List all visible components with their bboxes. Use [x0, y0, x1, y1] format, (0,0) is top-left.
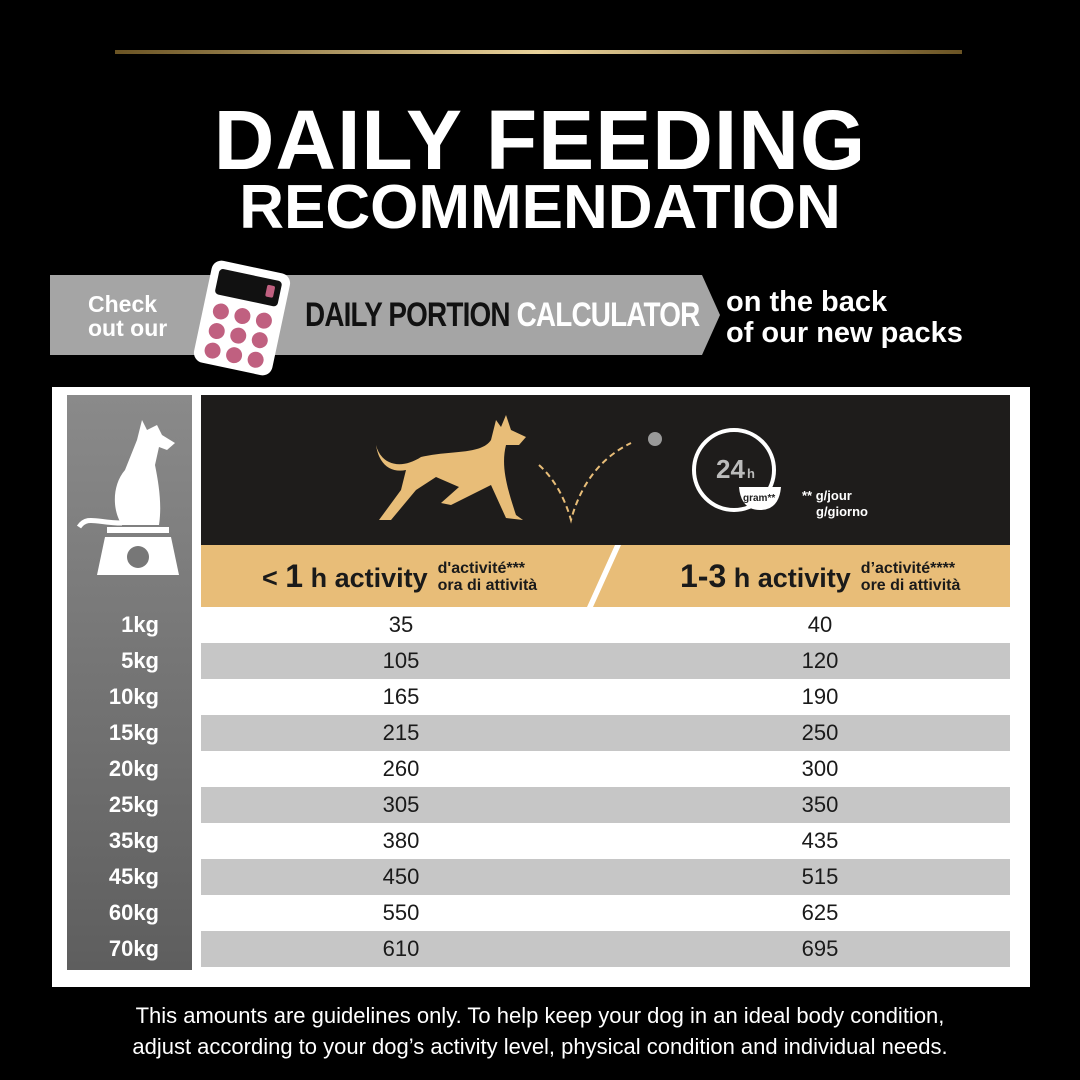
table-header-illustration: 24 h gram** — [201, 395, 1010, 545]
table-row: 380 435 — [201, 823, 1010, 859]
weight-label: 45kg — [108, 864, 159, 889]
high-activity-grams: 300 — [801, 756, 839, 781]
calculator-banner — [50, 275, 720, 355]
running-dog-icon — [376, 415, 662, 524]
table-row: 105 120 — [201, 643, 1010, 679]
dog-on-scale-icon — [76, 420, 179, 575]
low-activity-grams: 215 — [382, 720, 420, 745]
weight-label: 1kg — [121, 612, 159, 637]
low-activity-grams: 550 — [382, 900, 420, 925]
out-our-label: out our — [88, 315, 168, 341]
high-activity-grams: 515 — [801, 864, 839, 889]
dpc-part1: DAILY PORTION — [305, 296, 510, 334]
unit-label: ** g/jour g/giorno — [802, 488, 868, 520]
high-activity-grams: 625 — [801, 900, 839, 925]
table-row: 165 190 — [201, 679, 1010, 715]
weight-label: 20kg — [108, 756, 159, 781]
low-activity-grams: 105 — [382, 648, 420, 673]
disclaimer-line1: This amounts are guidelines only. To hel… — [135, 1003, 945, 1028]
daily-portion-calculator-label: DAILY PORTION CALCULATOR — [305, 296, 701, 335]
low-activity-grams: 305 — [382, 792, 420, 817]
high-activity-grams: 350 — [801, 792, 839, 817]
low-activity-grams: 35 — [388, 612, 414, 637]
clock-h: h — [747, 466, 755, 481]
banner-check-text: Check out our — [88, 292, 167, 340]
clock-24h-icon: 24 h gram** — [692, 428, 781, 512]
low-activity-grams: 610 — [382, 936, 420, 961]
table-row: 550 625 — [201, 895, 1010, 931]
table-row: 35 40 — [201, 607, 1010, 643]
low-activity-grams: 260 — [382, 756, 420, 781]
high-activity-grams: 250 — [801, 720, 839, 745]
column-header-high-activity: 1-3 h activity d’activité**** ore di atti… — [680, 558, 961, 594]
table-row: 260 300 — [201, 751, 1010, 787]
page-subtitle: RECOMMENDATION — [239, 173, 841, 242]
disclaimer-line2: adjust according to your dog’s activity … — [132, 1034, 948, 1059]
page-title: DAILY FEEDING — [213, 93, 867, 187]
table-row: 215 250 — [201, 715, 1010, 751]
weight-label: 35kg — [108, 828, 159, 853]
low-activity-grams: 380 — [382, 828, 420, 853]
back-line1: on the back — [726, 286, 888, 318]
gram-label: gram** — [743, 493, 775, 504]
high-activity-grams: 695 — [801, 936, 839, 961]
banner-back-text: on the back of our new packs — [726, 287, 963, 349]
unit-it: g/giorno — [816, 504, 868, 519]
check-label: Check — [88, 291, 158, 317]
low-activity-grams: 165 — [382, 684, 420, 709]
weight-label: 15kg — [108, 720, 159, 745]
weight-label: 60kg — [108, 900, 159, 925]
unit-fr: ** g/jour — [802, 488, 852, 503]
column-header-low-activity: < 1 h activity d'activité*** ora di attiv… — [262, 558, 538, 594]
dpc-part2: CALCULATOR — [516, 296, 701, 334]
high-activity-grams: 120 — [801, 648, 839, 673]
high-activity-grams: 435 — [801, 828, 839, 853]
table-row: 305 350 — [201, 787, 1010, 823]
gold-divider — [115, 50, 962, 54]
high-activity-grams: 40 — [807, 612, 833, 637]
low-activity-grams: 450 — [382, 864, 420, 889]
table-row: 450 515 — [201, 859, 1010, 895]
clock-label: 24 — [716, 454, 745, 484]
weight-label: 70kg — [108, 936, 159, 961]
back-line2: of our new packs — [726, 317, 963, 349]
high-activity-grams: 190 — [801, 684, 839, 709]
weight-column — [67, 395, 192, 970]
weight-label: 10kg — [108, 684, 159, 709]
weight-label: 5kg — [121, 648, 159, 673]
weight-label: 25kg — [108, 792, 159, 817]
table-row: 610 695 — [201, 931, 1010, 967]
disclaimer: This amounts are guidelines only. To hel… — [0, 1000, 1080, 1062]
